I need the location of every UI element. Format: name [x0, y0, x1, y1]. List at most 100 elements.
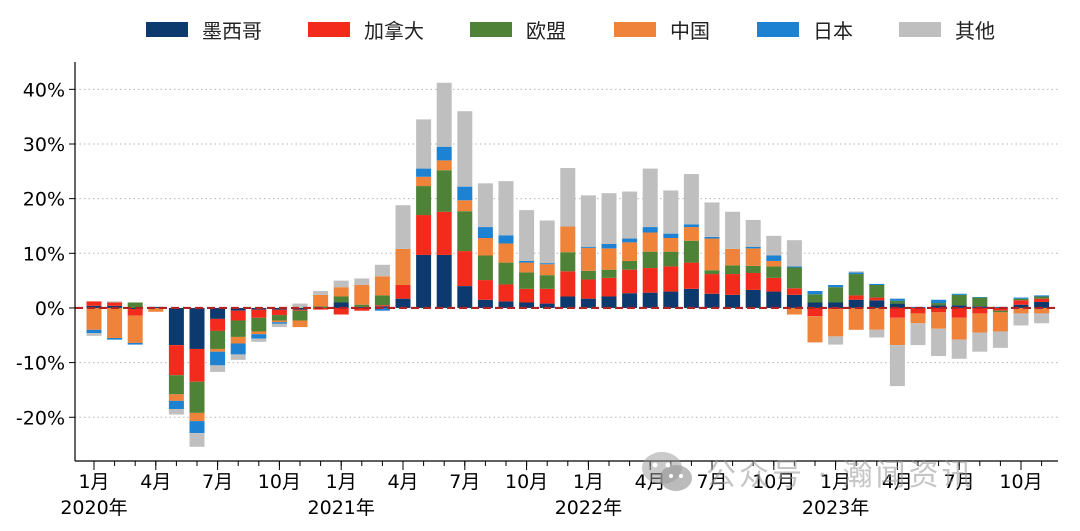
legend-swatch — [757, 21, 799, 37]
bar-segment — [457, 251, 473, 287]
bar-segment — [951, 317, 967, 340]
bar-segment — [663, 233, 679, 238]
x-tick-label: 1月 — [573, 471, 604, 493]
bar-segment — [1034, 301, 1050, 308]
bar-segment — [354, 304, 370, 307]
bar-segment — [230, 320, 246, 337]
bar-segment — [889, 345, 905, 387]
bar-segment — [725, 265, 741, 275]
y-tick-label: 20% — [23, 189, 65, 211]
bar-segment — [519, 262, 535, 273]
legend-item-mexico: 墨西哥 — [146, 14, 262, 44]
bar-segment — [766, 260, 782, 267]
bar-segment — [910, 307, 926, 314]
x-tick-label: 10月 — [505, 471, 548, 493]
bar-segment — [416, 254, 432, 308]
x-year-label: 2021年 — [308, 497, 375, 519]
x-tick-label: 7月 — [202, 471, 233, 493]
bar-segment — [498, 284, 514, 302]
bar-segment — [457, 211, 473, 252]
x-tick-label: 4月 — [140, 471, 171, 493]
y-tick-label: -20% — [16, 407, 65, 429]
bar-segment — [931, 312, 947, 329]
bar-segment — [1013, 304, 1029, 308]
bar-segment — [539, 275, 555, 289]
legend-item-china: 中国 — [614, 14, 710, 44]
bar-segment — [1034, 313, 1050, 324]
bar-segment — [560, 252, 576, 272]
bar-segment — [828, 302, 844, 308]
bar-segment — [127, 309, 143, 316]
bar-segment — [333, 302, 349, 308]
bar-segment — [86, 329, 102, 334]
legend-label: 墨西哥 — [202, 18, 262, 43]
bar-segment — [168, 307, 184, 346]
bar-segment — [931, 303, 947, 306]
bar-segment — [848, 295, 864, 300]
bar-segment — [374, 264, 390, 277]
bar-segment — [642, 232, 658, 252]
bar-segment — [580, 270, 596, 280]
bar-segment — [498, 243, 514, 263]
bar-segment — [519, 302, 535, 308]
bar-segment — [436, 254, 452, 308]
bar-segment — [560, 296, 576, 308]
bar-segment — [704, 270, 720, 275]
bar-segment — [477, 237, 493, 256]
bar-segment — [704, 236, 720, 239]
bar-segment — [931, 307, 947, 313]
bar-segment — [848, 299, 864, 308]
bar-segment — [539, 220, 555, 264]
bar-segment — [230, 307, 246, 311]
bar-segment — [292, 309, 308, 311]
bar-segment — [354, 306, 370, 308]
bar-segment — [148, 307, 164, 312]
bar-segment — [992, 307, 1008, 311]
axes: -20% -10% 0% 10% 20% 30% 40% 1月 2020年 4月 7月 10月 1月 20… — [16, 62, 1058, 519]
bar-segment — [436, 82, 452, 147]
bar-segment — [230, 354, 246, 360]
bar-segment — [271, 315, 287, 321]
bar-segment — [951, 294, 967, 306]
bar-segment — [1013, 297, 1029, 299]
bar-segment — [271, 320, 287, 323]
legend-label: 欧盟 — [526, 18, 566, 43]
bar-segment — [127, 342, 143, 345]
bar-segment — [127, 302, 143, 308]
bar-segment — [642, 227, 658, 233]
bar-segment — [622, 293, 638, 308]
bar-segment — [704, 238, 720, 271]
bar-segment — [230, 343, 246, 355]
bar-segment — [580, 246, 596, 248]
bar-segment — [539, 264, 555, 276]
bar-segment — [1034, 307, 1050, 314]
bar-segment — [1034, 296, 1050, 299]
bar-segment — [889, 298, 905, 301]
legend-label: 加拿大 — [364, 18, 424, 43]
bar-segment — [622, 260, 638, 270]
bar-segment — [374, 295, 390, 306]
bar-segment — [642, 251, 658, 269]
x-tick-label: 1月 — [820, 471, 851, 493]
bar-segment — [539, 288, 555, 304]
bar-segment — [333, 307, 349, 315]
bar-segment — [354, 285, 370, 305]
bar-segment — [828, 287, 844, 303]
bar-segment — [725, 248, 741, 266]
legend-swatch — [470, 21, 512, 37]
bar-segment — [210, 318, 226, 331]
bar-segment — [807, 307, 823, 317]
bar-segment — [807, 291, 823, 295]
bar-segment — [931, 305, 947, 308]
bar-segment — [374, 276, 390, 296]
x-tick-label: 7月 — [449, 471, 480, 493]
bar-segment — [704, 274, 720, 294]
legend-swatch — [614, 21, 656, 37]
y-tick-label: 30% — [23, 134, 65, 156]
x-tick-label: 4月 — [882, 471, 913, 493]
bar-segment — [251, 334, 267, 339]
bar-segment — [271, 322, 287, 324]
bar-segment — [416, 186, 432, 216]
bar-segment — [972, 307, 988, 314]
